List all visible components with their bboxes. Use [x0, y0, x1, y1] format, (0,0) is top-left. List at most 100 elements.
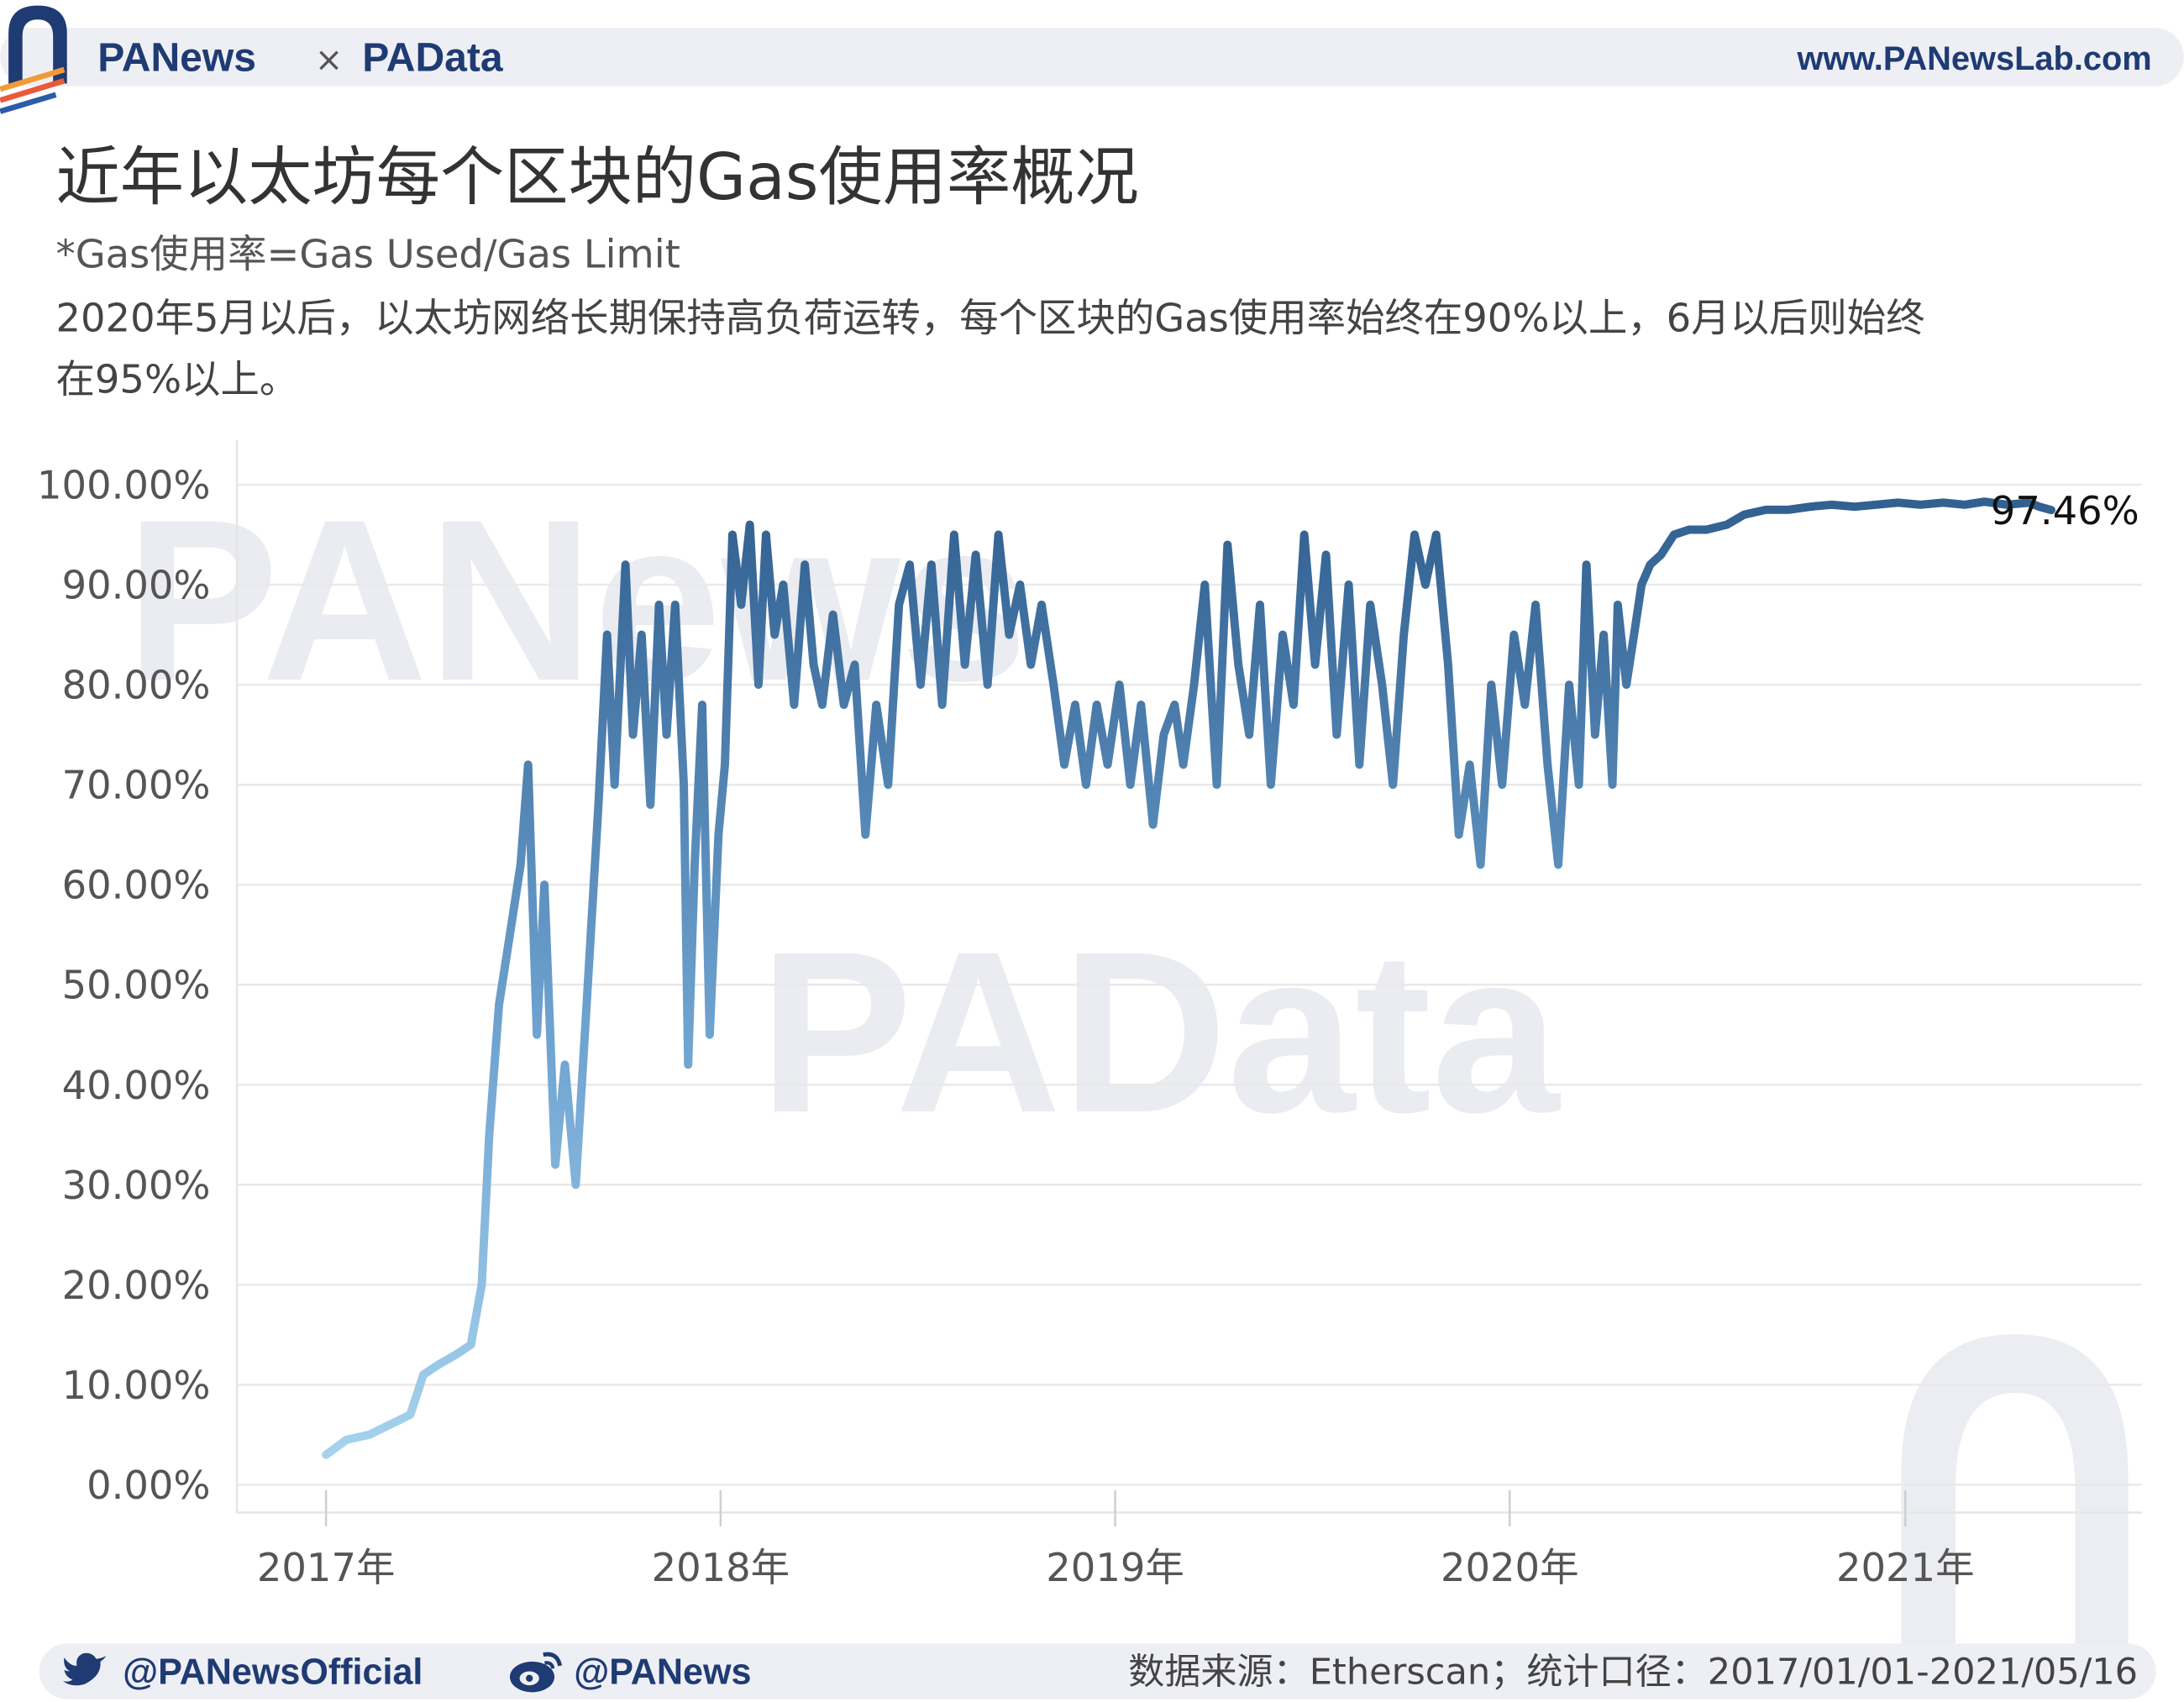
data-point [1037, 601, 1046, 608]
data-point [386, 1421, 394, 1429]
data-point [1961, 501, 1969, 508]
x-tick-label: 2021年 [1836, 1545, 1975, 1590]
gridlines [237, 483, 2143, 1486]
gas-usage-line [322, 497, 2055, 1459]
data-point [2024, 499, 2033, 507]
data-point [1565, 680, 1573, 689]
weibo-handle[interactable]: @PANews [574, 1652, 751, 1692]
data-point [655, 601, 663, 608]
data-point [603, 631, 611, 638]
data-point [1851, 503, 1858, 511]
data-point [506, 931, 514, 938]
data-point [1521, 701, 1529, 708]
watermark-logo-icon [1901, 1334, 2129, 1672]
data-point [1432, 531, 1440, 538]
data-point [1179, 761, 1187, 769]
y-tick-label: 60.00% [62, 863, 211, 908]
data-source: 数据来源：Etherscan；统计口径：2017/01/01-2021/05/1… [1128, 1651, 2138, 1693]
twitter-handle[interactable]: @PANewsOfficial [123, 1652, 423, 1692]
data-point [1455, 831, 1462, 838]
data-point [1171, 701, 1179, 708]
data-point [721, 761, 729, 769]
data-point [680, 780, 688, 789]
data-point [2003, 501, 2011, 508]
data-point [961, 661, 969, 669]
data-point [950, 531, 958, 538]
data-point [1345, 580, 1352, 589]
data-point [1544, 761, 1551, 769]
data-point [1555, 861, 1562, 869]
data-point [486, 1131, 493, 1138]
data-point [1531, 601, 1540, 608]
data-point [1235, 661, 1242, 669]
data-point [690, 861, 699, 869]
data-point [771, 631, 779, 638]
data-point [647, 801, 654, 809]
data-point [1190, 680, 1198, 689]
formula-note: *Gas使用率=Gas Used/Gas Limit [55, 231, 680, 276]
data-point [1399, 631, 1408, 638]
data-point [851, 661, 858, 669]
data-point [495, 1001, 503, 1009]
data-point [1289, 701, 1298, 708]
data-point [1027, 661, 1035, 669]
data-point [1575, 780, 1583, 789]
y-tick-label: 90.00% [62, 563, 211, 608]
data-point [365, 1431, 373, 1438]
data-point [1703, 526, 1710, 533]
data-point [1499, 780, 1506, 789]
brand-separator: × [315, 41, 343, 80]
y-tick-label: 100.00% [37, 463, 210, 508]
data-point [906, 561, 914, 569]
data-point [1670, 531, 1677, 538]
y-tick-label: 30.00% [62, 1163, 211, 1208]
data-point [1245, 731, 1253, 738]
data-point [984, 680, 991, 689]
data-point [1630, 631, 1638, 638]
data-point [829, 611, 837, 618]
data-point [407, 1410, 414, 1419]
data-point [1894, 499, 1902, 507]
weibo-icon[interactable] [509, 1652, 563, 1693]
data-point [1466, 761, 1473, 769]
data-point [1940, 499, 1947, 507]
twitter-bird-icon[interactable] [62, 1652, 107, 1686]
y-tick-label: 0.00% [87, 1463, 210, 1508]
x-tick-label: 2020年 [1441, 1545, 1579, 1590]
data-point [671, 601, 679, 608]
data-point [551, 1161, 559, 1169]
data-point [862, 831, 869, 838]
description-line-1: 2020年5月以后，以太坊网络长期保持高负荷运转，每个区块的Gas使用率始终在9… [55, 296, 1924, 341]
data-point [1614, 601, 1622, 608]
data-point [1378, 680, 1386, 689]
data-point [561, 1061, 569, 1069]
data-point [434, 1361, 443, 1368]
x-tick-label: 2017年 [257, 1545, 396, 1590]
watermark-layer: PANews PAData [125, 471, 2129, 1672]
data-point [1367, 601, 1374, 608]
data-point [1356, 761, 1363, 769]
data-point [452, 1351, 459, 1358]
footer-bar: @PANewsOfficial @PANews 数据来源：Etherscan；统… [39, 1643, 2156, 1699]
y-axis-ticks: 0.00% 10.00% 20.00% 30.00% 40.00% 50.00% 60.00… [37, 463, 210, 1508]
data-point [1685, 526, 1693, 533]
data-point [995, 531, 1002, 538]
data-point [746, 521, 753, 528]
data-point [663, 731, 670, 738]
data-point [1723, 521, 1731, 528]
panews-logo-icon [0, 5, 67, 114]
data-point [801, 561, 809, 569]
site-url[interactable]: www.PANewsLab.com [1796, 40, 2151, 77]
data-point [1657, 551, 1665, 559]
data-point [572, 1181, 580, 1189]
data-point [685, 1061, 692, 1069]
data-point [1201, 580, 1209, 589]
data-point [916, 680, 925, 689]
data-point [533, 1031, 541, 1038]
chart-title: 近年以太坊每个区块的Gas使用率概况 [55, 139, 1138, 214]
data-point [840, 701, 848, 708]
data-point [1591, 731, 1599, 738]
data-point [467, 1341, 475, 1348]
data-point [1623, 680, 1630, 689]
data-point [1600, 631, 1608, 638]
